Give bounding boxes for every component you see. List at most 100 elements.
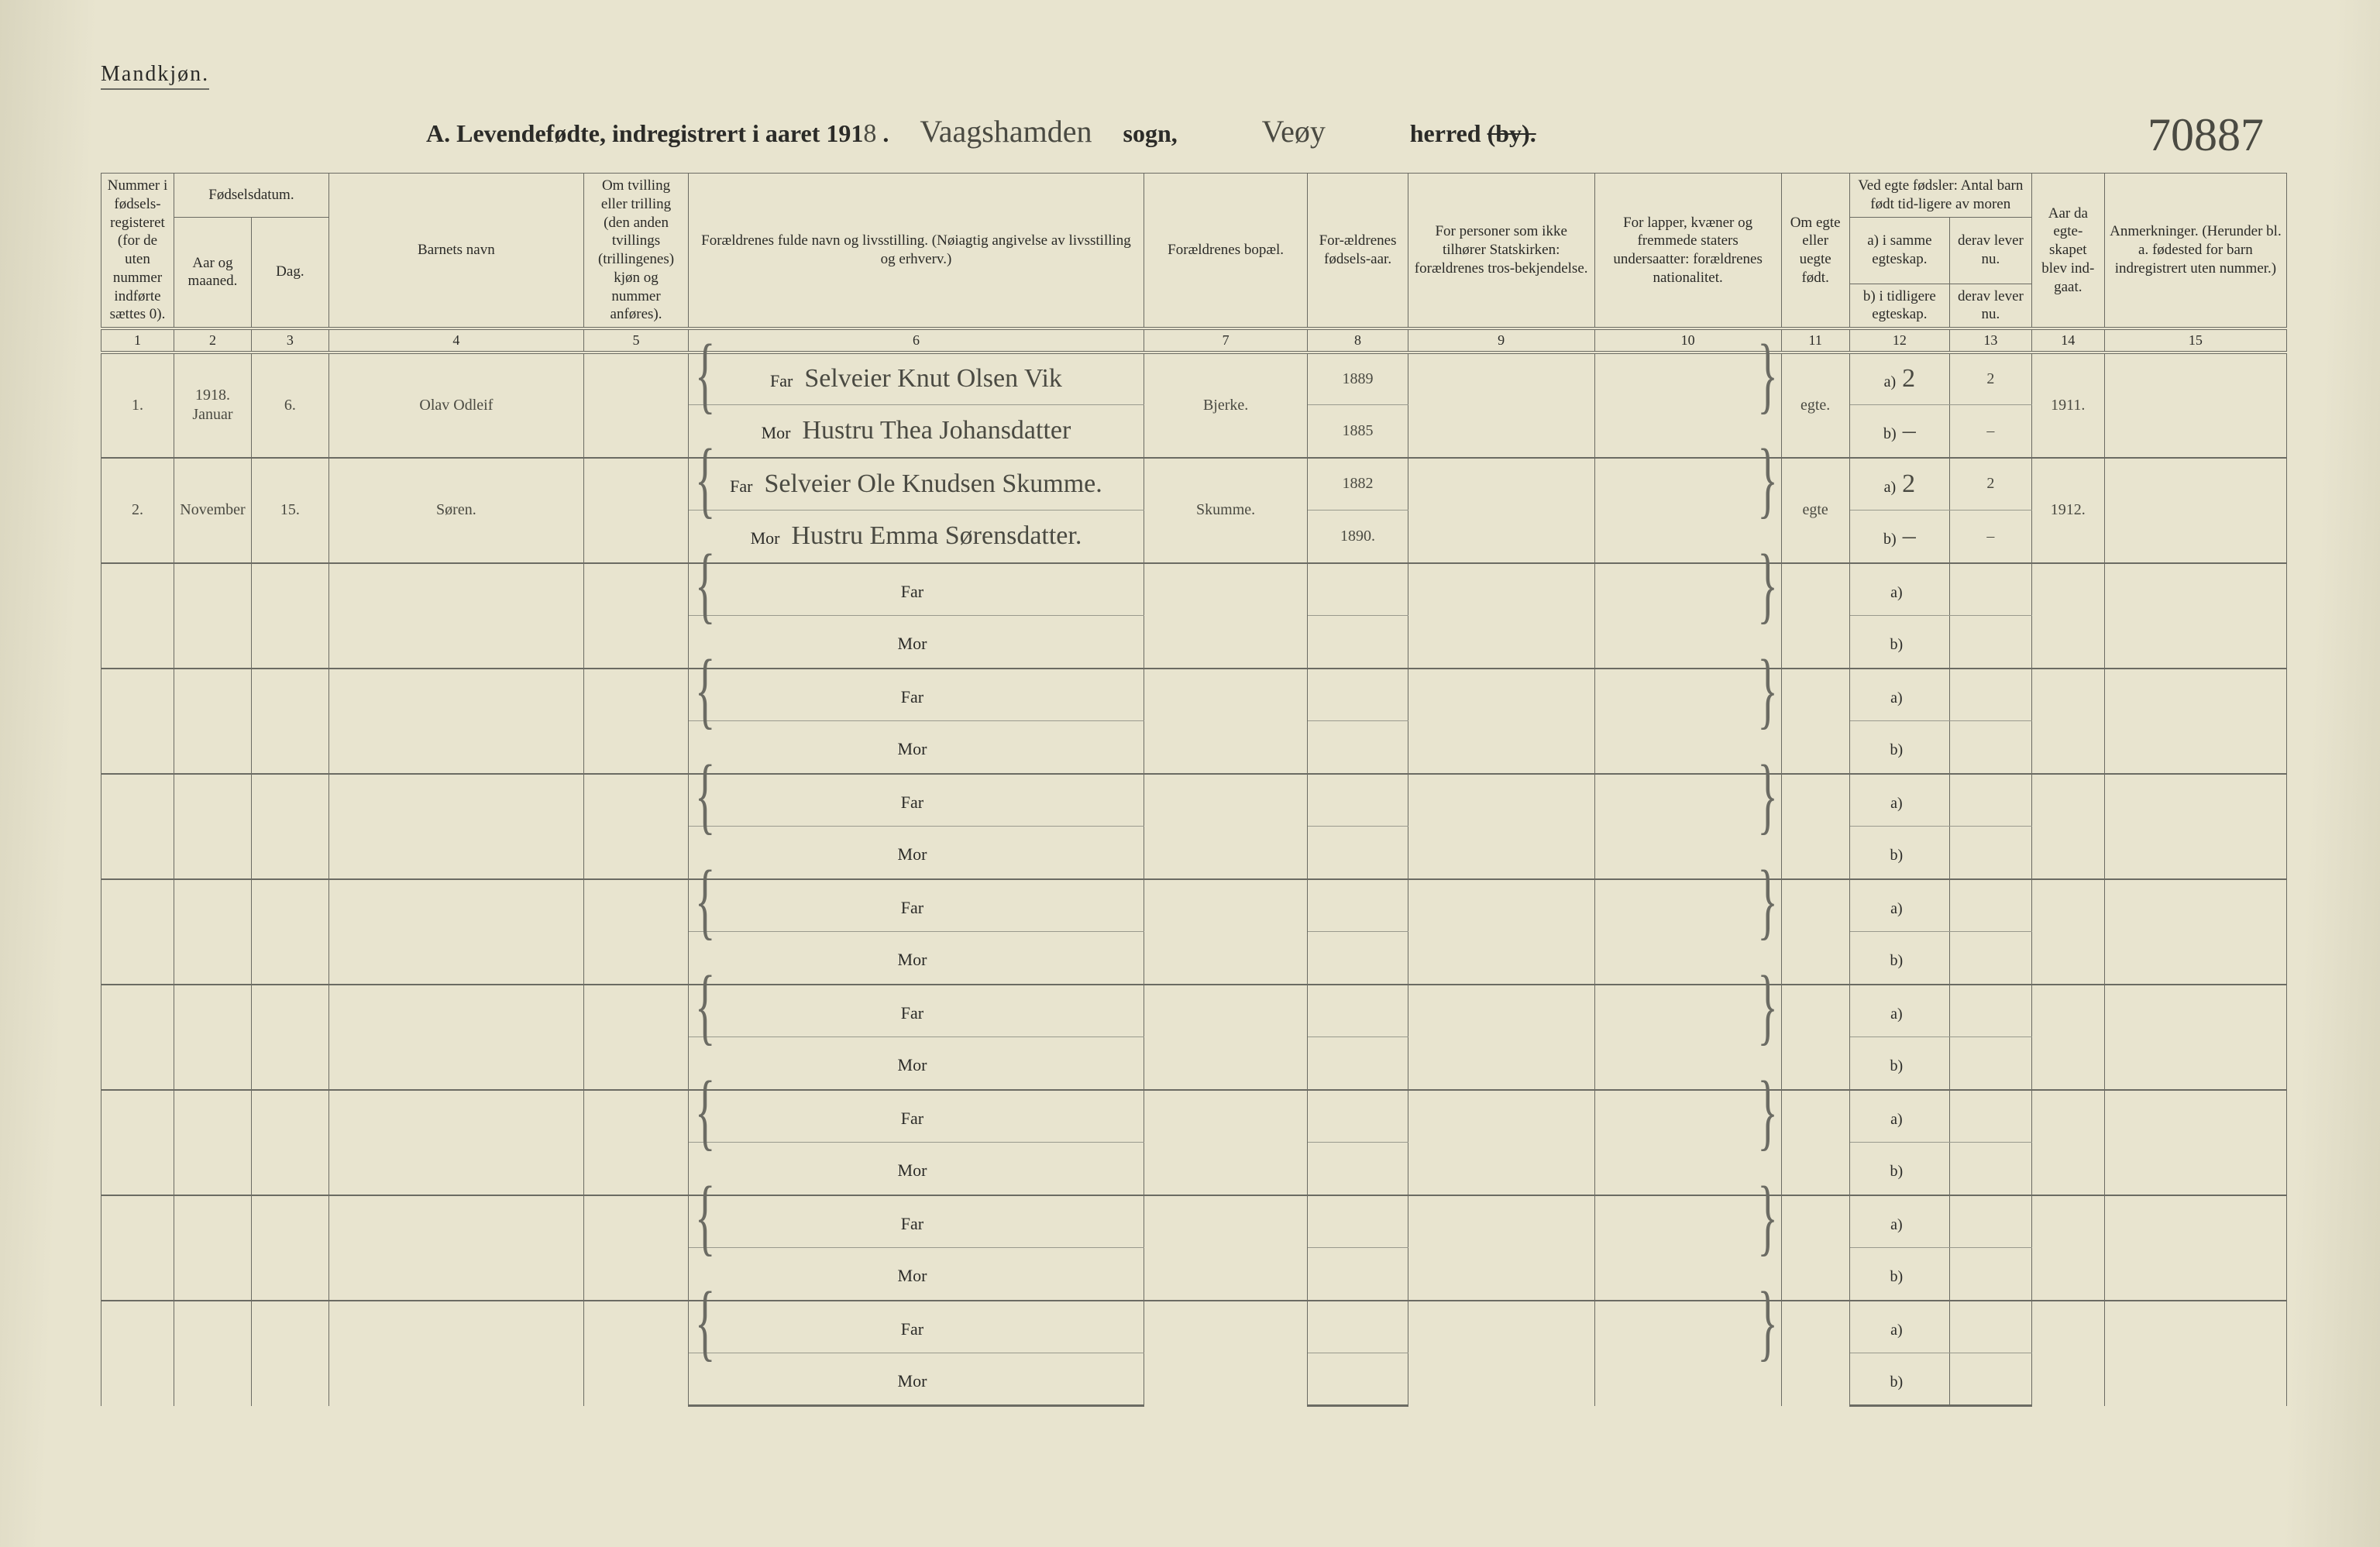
remarks [2104,879,2286,985]
religion [1408,985,1594,1090]
child-name [328,1195,583,1301]
mother-birth-year [1308,616,1408,669]
nationality: } [1594,1090,1781,1195]
entry-number [101,669,174,774]
mother-cell: Mor [689,932,1144,985]
living-a [1950,1090,2032,1143]
remarks [2104,985,2286,1090]
year-month: November [174,458,252,563]
colnum: 12 [1849,328,1949,352]
marriage-year [2031,563,2104,669]
father-birth-year [1308,879,1408,932]
remarks [2104,669,2286,774]
marriage-year [2031,774,2104,879]
religion [1408,879,1594,985]
sogn-label: sogn, [1123,119,1178,148]
legitimate [1781,669,1849,774]
year-month [174,669,252,774]
title-prefix: A. Levendefødte, indregistrert i aaret 1… [426,119,889,149]
prev-children-same: a) [1849,774,1949,827]
remarks [2104,1301,2286,1406]
prev-children-prior: b) [1849,1248,1949,1301]
day [251,774,328,879]
col-9-header: For personer som ikke tilhører Statskirk… [1408,174,1594,329]
herred-value: Veøy [1209,113,1379,151]
day: 6. [251,352,328,458]
living-b [1950,827,2032,879]
living-a [1950,669,2032,721]
religion [1408,563,1594,669]
year-month [174,774,252,879]
child-name [328,774,583,879]
residence [1144,774,1308,879]
day [251,1090,328,1195]
twin-info [583,774,688,879]
day: 15. [251,458,328,563]
remarks [2104,563,2286,669]
prev-children-prior: b) [1849,616,1949,669]
year-month [174,879,252,985]
title-text: A. Levendefødte, indregistrert i aaret 1… [426,119,863,147]
religion [1408,352,1594,458]
father-birth-year [1308,669,1408,721]
legitimate [1781,563,1849,669]
father-cell: {Far [689,563,1144,616]
mother-birth-year: 1885 [1308,405,1408,458]
residence [1144,563,1308,669]
prev-children-same: a)2 [1849,458,1949,511]
father-cell: {Far [689,1090,1144,1143]
mother-birth-year [1308,721,1408,774]
remarks [2104,458,2286,563]
entry-number [101,879,174,985]
living-a [1950,1195,2032,1248]
col-2b-header: Dag. [251,217,328,328]
year-month [174,1301,252,1406]
residence: Skumme. [1144,458,1308,563]
mother-birth-year [1308,932,1408,985]
father-birth-year: 1889 [1308,352,1408,405]
living-a [1950,879,2032,932]
living-b [1950,1248,2032,1301]
legitimate [1781,1195,1849,1301]
prev-children-same: a) [1849,1090,1949,1143]
legitimate: egte [1781,458,1849,563]
prev-children-same: a)2 [1849,352,1949,405]
colnum: 15 [2104,328,2286,352]
col-12a-header: a) i samme egteskap. [1849,217,1949,284]
living-a [1950,774,2032,827]
living-b: – [1950,405,2032,458]
marriage-year [2031,669,2104,774]
col-6-header: Forældrenes fulde navn og livsstilling. … [689,174,1144,329]
year-suffix: 8 [863,119,876,148]
prev-children-prior: b)– [1849,511,1949,563]
remarks [2104,352,2286,458]
entry-number: 1. [101,352,174,458]
year-month [174,1090,252,1195]
nationality: } [1594,563,1781,669]
col-15-header: Anmerkninger. (Herunder bl. a. fødested … [2104,174,2286,329]
page-number: 70887 [2148,108,2264,162]
child-name: Søren. [328,458,583,563]
colnum: 2 [174,328,252,352]
col-8-header: For-ældrenes fødsels-aar. [1308,174,1408,329]
prev-children-prior: b) [1849,1037,1949,1090]
mother-cell: Mor [689,616,1144,669]
entry-number [101,1090,174,1195]
entry-number [101,1301,174,1406]
col-5-header: Om tvilling eller trilling (den anden tv… [583,174,688,329]
prev-children-same: a) [1849,879,1949,932]
nationality: } [1594,1301,1781,1406]
day [251,879,328,985]
mother-birth-year: 1890. [1308,511,1408,563]
colnum: 1 [101,328,174,352]
religion [1408,1090,1594,1195]
child-name [328,879,583,985]
father-birth-year: 1882 [1308,458,1408,511]
herred-label: herred (by). [1410,119,1536,148]
living-a: 2 [1950,352,2032,405]
col-7-header: Forældrenes bopæl. [1144,174,1308,329]
col-4-header: Barnets navn [328,174,583,329]
twin-info [583,669,688,774]
living-a: 2 [1950,458,2032,511]
gender-heading: Mandkjøn. [101,62,209,90]
